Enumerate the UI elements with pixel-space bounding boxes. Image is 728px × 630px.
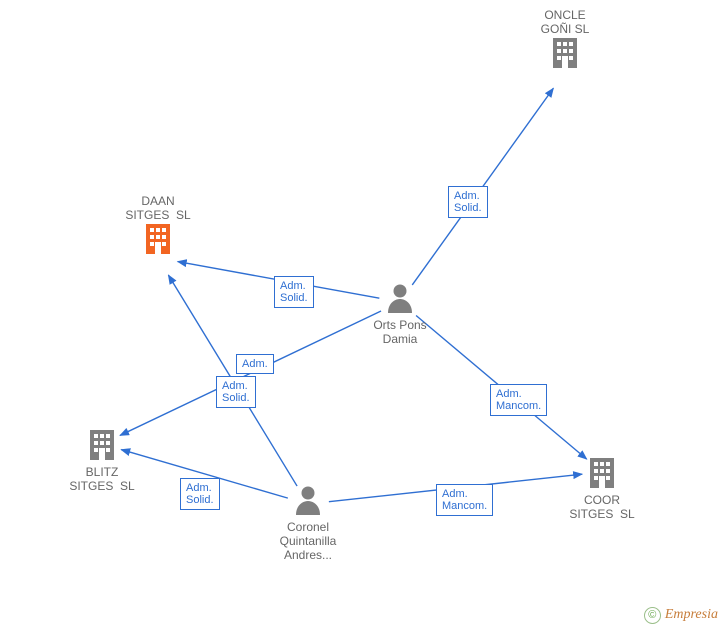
- company-node-oncle[interactable]: ONCLE GOÑI SL: [505, 8, 625, 73]
- node-label: DAAN SITGES SL: [98, 194, 218, 222]
- edge-label-orts-oncle: Adm. Solid.: [448, 186, 488, 218]
- edge-label-orts-blitz: Adm.: [236, 354, 274, 374]
- company-node-daan[interactable]: DAAN SITGES SL: [98, 194, 218, 259]
- building-icon: [588, 456, 616, 493]
- watermark-brand: Empresia: [665, 607, 718, 622]
- person-icon: [294, 485, 322, 520]
- person-node-orts[interactable]: Orts Pons Damia: [340, 283, 460, 346]
- company-node-coor[interactable]: COOR SITGES SL: [542, 456, 662, 521]
- edge-label-orts-coor: Adm. Mancom.: [490, 384, 547, 416]
- node-label: ONCLE GOÑI SL: [505, 8, 625, 36]
- node-label: COOR SITGES SL: [542, 493, 662, 521]
- person-icon: [386, 283, 414, 318]
- edge-label-coronel-daan: Adm. Solid.: [216, 376, 256, 408]
- building-icon: [551, 36, 579, 73]
- edge-label-orts-daan: Adm. Solid.: [274, 276, 314, 308]
- watermark: © Empresia: [644, 605, 718, 624]
- edge-label-coronel-blitz: Adm. Solid.: [180, 478, 220, 510]
- copyright-symbol: ©: [644, 607, 661, 624]
- node-label: BLITZ SITGES SL: [42, 465, 162, 493]
- node-label: Orts Pons Damia: [340, 318, 460, 346]
- network-diagram: { "canvas": { "width": 728, "height": 63…: [0, 0, 728, 630]
- building-icon: [88, 428, 116, 465]
- building-icon: [144, 222, 172, 259]
- node-label: Coronel Quintanilla Andres...: [248, 520, 368, 562]
- person-node-coronel[interactable]: Coronel Quintanilla Andres...: [248, 485, 368, 562]
- edge-label-coronel-coor: Adm. Mancom.: [436, 484, 493, 516]
- company-node-blitz[interactable]: BLITZ SITGES SL: [42, 428, 162, 493]
